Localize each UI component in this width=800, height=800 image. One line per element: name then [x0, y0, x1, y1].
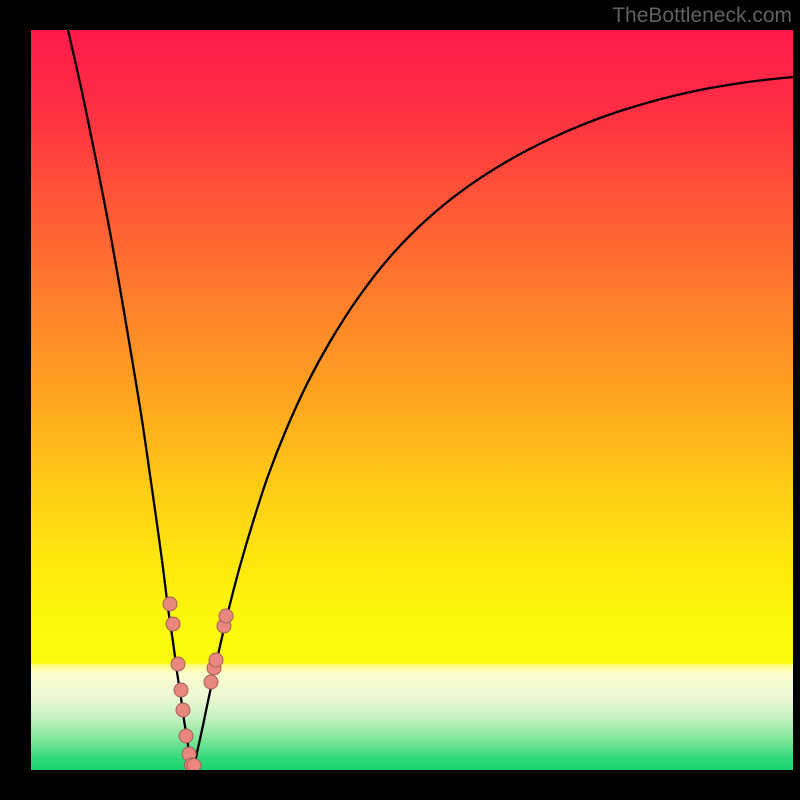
data-marker — [174, 683, 188, 697]
data-marker — [179, 729, 193, 743]
data-marker — [163, 597, 177, 611]
data-marker — [176, 703, 190, 717]
chart-root: TheBottleneck.com — [0, 0, 800, 800]
border-bottom — [0, 770, 800, 800]
data-marker — [171, 657, 185, 671]
plot-svg — [0, 0, 800, 800]
watermark-text: TheBottleneck.com — [612, 4, 792, 28]
data-marker — [204, 675, 218, 689]
data-marker — [166, 617, 180, 631]
border-right — [793, 0, 800, 800]
data-marker — [219, 609, 233, 623]
data-marker — [209, 653, 223, 667]
border-left — [0, 0, 31, 800]
gradient-background — [31, 30, 793, 770]
